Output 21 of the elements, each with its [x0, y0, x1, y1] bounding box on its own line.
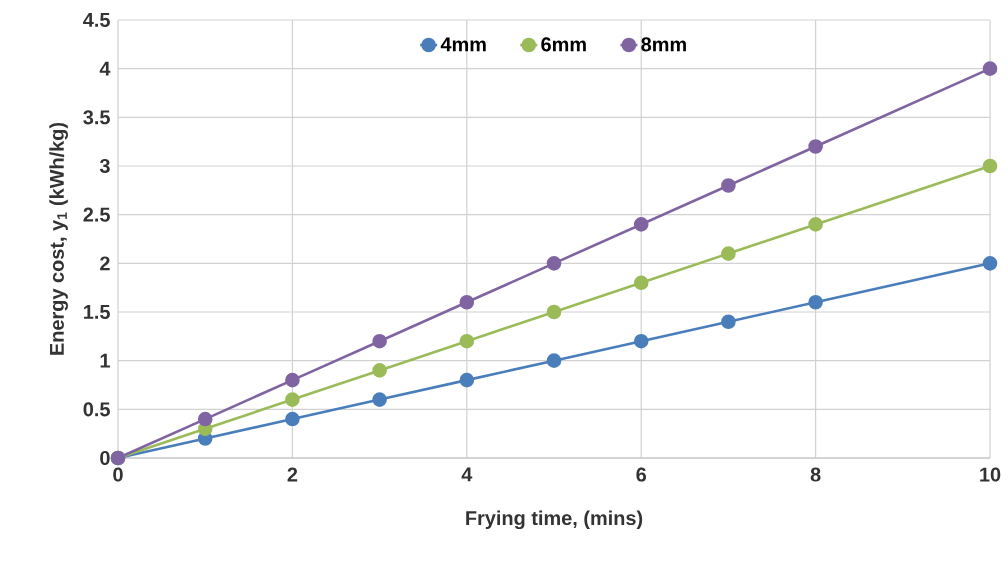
- x-tick-label: 10: [980, 467, 1001, 482]
- y-tick-label: 1.5: [84, 305, 110, 319]
- y-axis-title: Energy cost, y$_{1}$ (kWh/kg): [49, 122, 68, 355]
- y-tick-label: 0.5: [83, 402, 110, 417]
- x-axis-title: Frying time, (mins): [466, 510, 643, 530]
- x-tick-label: 8: [810, 467, 821, 482]
- y-tick-label: 2: [100, 256, 110, 271]
- y-tick-label: 3.5: [83, 110, 110, 125]
- x-tick-label: 4: [461, 467, 473, 482]
- legend-label: 4mm: [440, 37, 486, 52]
- x-tick-label: 0: [113, 467, 123, 482]
- y-tick-label: 0: [100, 450, 110, 466]
- x-tick-label: 6: [636, 467, 647, 482]
- y-tick-label: 4.5: [83, 13, 110, 27]
- y-tick-label: 2.5: [83, 207, 110, 222]
- x-tick-label: 2: [287, 467, 298, 482]
- y-tick-label: 4: [99, 61, 111, 76]
- y-tick-label: 3: [99, 158, 110, 174]
- legend-label: 8mm: [641, 37, 686, 52]
- legend-label: 6mm: [541, 37, 586, 52]
- y-tick-label: 1: [100, 353, 110, 368]
